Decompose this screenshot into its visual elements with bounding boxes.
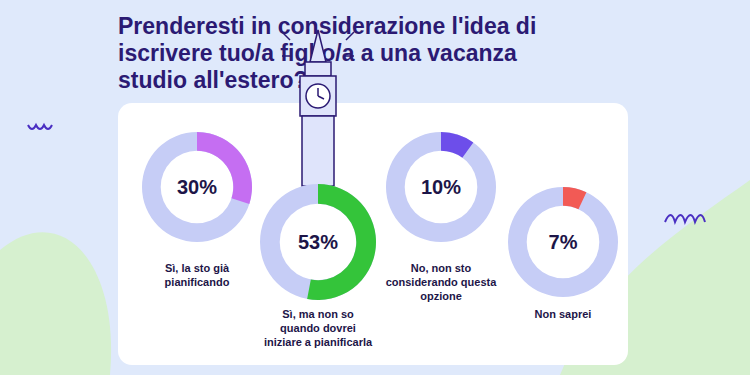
donut-track xyxy=(386,132,496,242)
text-line: pianificando xyxy=(165,276,230,288)
data-label: 30% xyxy=(177,176,217,198)
donut-track xyxy=(142,132,252,242)
background xyxy=(0,0,750,375)
donut-arc xyxy=(441,132,473,158)
text-line: Non saprei xyxy=(535,308,592,320)
decor-squiggle xyxy=(28,125,52,129)
text-line: considerando questa xyxy=(386,276,498,288)
donut: 53% xyxy=(260,184,376,300)
text-line: opzione xyxy=(420,290,462,302)
text-line: Sì, la sto già xyxy=(165,262,230,274)
donut-track xyxy=(260,184,376,300)
text-line: Sì, ma non so xyxy=(282,308,354,320)
category-label: No, non sto considerando questa opzione xyxy=(386,262,498,302)
donut: 30% xyxy=(142,132,252,242)
text-line: Prenderesti in considerazione l'idea di xyxy=(118,13,536,39)
card xyxy=(118,103,628,365)
decor-squiggle xyxy=(665,215,705,222)
donut: 7% xyxy=(508,187,618,297)
category-label: Non saprei xyxy=(535,308,592,320)
text-line: studio all'estero? xyxy=(118,67,308,93)
donut-track xyxy=(508,187,618,297)
decor-blob xyxy=(0,232,111,375)
data-label: 10% xyxy=(421,176,461,198)
decor-tower xyxy=(282,30,354,186)
data-label: 7% xyxy=(549,231,578,253)
text-line: quando dovrei xyxy=(280,322,356,334)
category-label: Sì, ma non so quando dovrei iniziare a pia… xyxy=(264,308,373,348)
data-label: 53% xyxy=(298,231,338,253)
text-line: iniziare a pianificarla xyxy=(264,336,373,348)
donut-arc xyxy=(563,187,586,209)
text-line: No, non sto xyxy=(411,262,472,274)
category-label: Sì, la sto già pianificando xyxy=(165,262,230,288)
chart: Prenderesti in considerazione l'idea di i… xyxy=(0,0,750,375)
donut: 10% xyxy=(386,132,496,242)
